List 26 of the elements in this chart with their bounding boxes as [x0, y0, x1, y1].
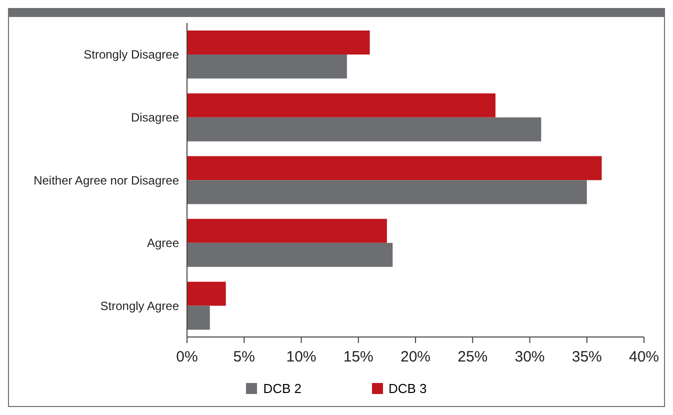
- bar: [187, 242, 393, 267]
- x-tick-label: 40%: [628, 348, 660, 366]
- bar: [187, 30, 370, 55]
- x-tick-label: 5%: [233, 348, 255, 366]
- y-tick-label: Agree: [146, 236, 180, 250]
- x-tick-label: 25%: [458, 348, 488, 366]
- y-tick-label: Neither Agree nor Disagree: [34, 173, 180, 188]
- legend-label: DCB 2: [263, 381, 302, 396]
- bar: [187, 54, 347, 79]
- y-tick-label: Disagree: [130, 110, 180, 124]
- x-tick-label: 30%: [514, 348, 545, 366]
- x-tick-label: 0%: [176, 348, 198, 366]
- y-tick-label: Strongly Agree: [100, 298, 180, 313]
- x-tick-label: 10%: [286, 348, 316, 366]
- y-tick-label: Strongly Disagree: [84, 48, 180, 62]
- x-tick-label: 20%: [400, 348, 431, 366]
- bar: [187, 218, 387, 243]
- legend-label: DCB 3: [388, 381, 427, 396]
- bar: [187, 156, 602, 180]
- bar: [187, 180, 587, 204]
- bar: [187, 117, 542, 142]
- x-tick-label: 15%: [343, 348, 374, 366]
- bar: [187, 282, 226, 306]
- bar: [187, 93, 496, 118]
- x-tick-label: 35%: [572, 348, 602, 366]
- bar: [187, 306, 210, 330]
